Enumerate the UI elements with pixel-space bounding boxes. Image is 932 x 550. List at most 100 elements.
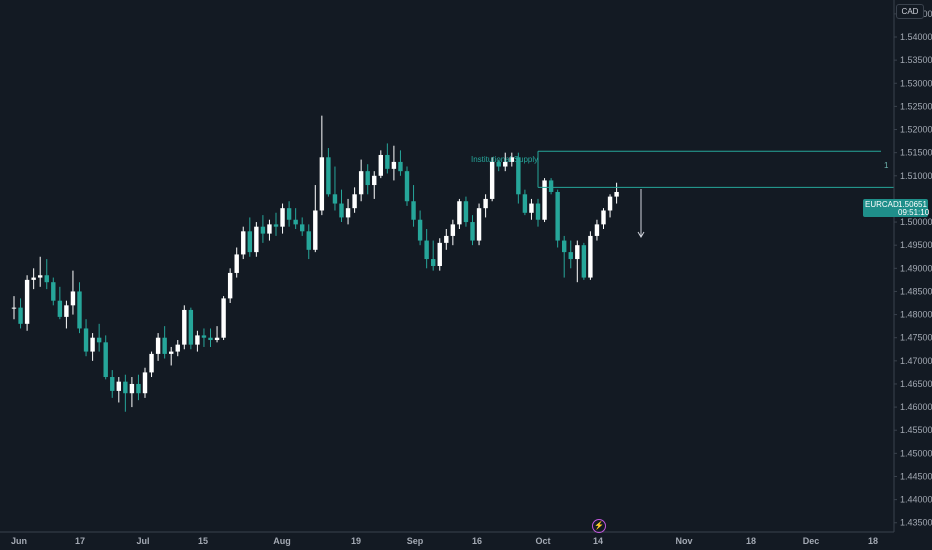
candle-body [182,309,187,345]
price-tick-label: 1.49000 [900,263,932,273]
candle-body [64,305,69,317]
candle-body [169,351,174,354]
price-tick-label: 1.49500 [900,240,932,250]
candle-body [372,175,377,186]
candle-body [77,291,82,329]
candle-body [208,337,213,341]
time-tick-label: 17 [75,536,85,546]
candle-body [129,383,135,394]
candle-body [155,337,161,354]
candle-body [103,342,108,378]
candle-body [221,298,226,338]
candle-body [398,161,403,172]
candle-body [581,245,587,278]
down-arrow-annotation [637,189,645,238]
candle-body [162,337,167,354]
candle-body [417,219,423,241]
price-tick-label: 1.51500 [900,148,932,158]
candle-body [142,372,148,394]
price-tick-label: 1.45500 [900,425,932,435]
candle-body [601,210,606,225]
candle-body [503,161,508,167]
time-tick-label: 16 [472,536,482,546]
candle-body [254,226,259,253]
candle-body [241,231,246,255]
price-tick-label: 1.53000 [900,78,932,88]
candle-body [489,161,495,199]
candle-body [96,337,102,343]
candle-body [149,353,154,373]
time-axis: Jun 17 Jul 15 Aug 19 Sep 16 Oct 14 Nov 18 Dec 18 [0,531,894,546]
price-axis: 1.545001.540001.535001.530001.525001.520… [893,0,932,532]
time-tick-label: Oct [535,536,550,546]
candle-body [509,157,514,162]
candle-body [562,240,567,253]
candle-body [116,381,121,391]
candle-body [280,208,285,227]
candle-body [38,275,43,278]
candle-body [214,337,220,341]
price-tick-label: 1.44000 [900,495,932,505]
price-tick-label: 1.54000 [900,32,932,42]
candle-body [568,252,573,260]
candle-body [90,337,95,352]
candle-body [313,210,318,250]
candle-body [24,279,30,324]
candle-body [431,259,436,266]
time-tick-label: 19 [351,536,361,546]
price-tick-label: 1.50000 [900,217,932,227]
candle-body [83,328,89,352]
candle-body [31,277,36,280]
price-tick-label: 1.45000 [900,448,932,458]
candle-body [352,194,357,209]
price-tick-label: 1.51000 [900,171,932,181]
candle-body [136,383,141,394]
candle-body [391,161,397,169]
candle-body [267,224,272,234]
candle-body [450,224,456,236]
price-tick-label: 1.48500 [900,286,932,296]
candle-body [44,275,49,283]
candle-body [175,344,180,352]
price-tick-label: 1.46500 [900,379,932,389]
countdown-label: 09:51:10 [898,208,930,217]
candle-body [286,208,292,220]
candle-body [365,171,370,186]
candle-body [385,154,390,169]
candle-body [123,381,128,394]
candle-body [463,201,469,223]
price-tick-label: 1.43500 [900,518,932,528]
currency-button[interactable]: CAD [896,4,924,19]
price-tick-label: 1.52000 [900,125,932,135]
candle-body [188,309,194,345]
candle-body [522,194,528,213]
candle-body [234,254,239,273]
zone-number: 1 [884,161,889,170]
candle-body [607,196,613,211]
arrow-head [637,231,645,238]
candle-body [247,231,252,253]
candle-body [404,171,410,202]
time-tick-label: 14 [593,536,603,546]
candle-body [457,201,462,225]
price-tick-label: 1.47000 [900,356,932,366]
price-tick-label: 1.46000 [900,402,932,412]
candle-body [201,335,207,338]
candle-body [293,219,298,225]
candle-body [195,335,200,345]
candle-body [542,180,547,220]
last-price-value: 1.50651 [898,200,927,209]
candle-body [470,222,475,241]
price-tick-label: 1.53500 [900,55,932,65]
candle-body [339,203,344,218]
time-tick-label: 18 [746,536,756,546]
candle-body [110,377,115,391]
lightning-icon[interactable]: ⚡ [592,519,606,533]
time-tick-label: Jul [136,536,149,546]
candle-body [306,231,311,250]
candle-body [424,240,429,260]
candle-body [535,203,541,220]
candle-body [529,203,534,213]
candle-body [70,291,76,306]
